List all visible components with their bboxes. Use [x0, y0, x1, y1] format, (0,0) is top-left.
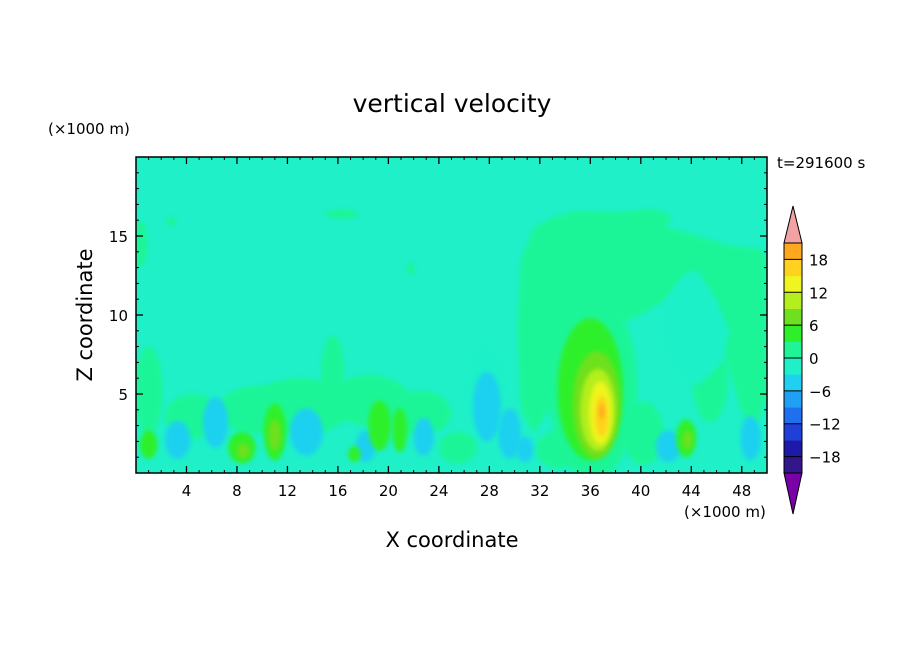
field-contour [368, 400, 391, 451]
field-contour [599, 403, 605, 420]
x-axis-label: X coordinate [385, 528, 518, 552]
x-unit-label: (×1000 m) [684, 503, 766, 521]
field-contour [682, 430, 693, 450]
field-contour [348, 446, 361, 462]
field-contour [139, 430, 158, 459]
colorbar-bin [784, 374, 802, 392]
field-contour [498, 408, 521, 459]
colorbar-tick-label: 18 [809, 251, 828, 269]
colorbar-bin [784, 341, 802, 359]
x-tick-label: 40 [631, 482, 650, 500]
field-contour [517, 209, 767, 434]
field-contour [472, 371, 501, 442]
field-contour [236, 442, 250, 459]
colorbar-bin [784, 259, 802, 277]
field-contour [739, 346, 765, 426]
x-tick-label: 24 [429, 482, 448, 500]
field-contour [165, 420, 191, 459]
colorbar-tick-label: −18 [809, 449, 841, 467]
y-axis-label: Z coordinate [73, 248, 97, 381]
field-contour [136, 346, 163, 436]
field-contour [289, 408, 323, 456]
y-unit-label: (×1000 m) [48, 120, 130, 138]
x-tick-label: 48 [732, 482, 751, 500]
colorbar-bin [784, 275, 802, 293]
field-contour [268, 419, 282, 451]
colorbar-bin [784, 358, 802, 375]
x-tick-label: 4 [182, 482, 192, 500]
x-tick-label: 8 [232, 482, 242, 500]
field-contour [515, 436, 534, 462]
x-tick-label: 12 [278, 482, 297, 500]
colorbar-bin [784, 423, 802, 441]
field-contour [136, 220, 148, 268]
x-tick-label: 28 [480, 482, 499, 500]
time-label: t=291600 s [777, 154, 865, 172]
x-ticks: 4 8 12 16 20 24 28 32 36 40 44 48 [148, 157, 755, 500]
colorbar-tick-label: 12 [809, 284, 828, 302]
velocity-field [136, 157, 767, 473]
colorbar-tick-label: −6 [809, 383, 831, 401]
colorbar-tick-label: 0 [809, 350, 819, 368]
y-ticks: 5 10 15 [109, 172, 767, 458]
colorbar-bin [784, 456, 802, 474]
field-contour [438, 431, 477, 464]
field-contour [325, 209, 359, 219]
field-contour [392, 408, 408, 453]
colorbar-bin [784, 243, 802, 260]
colorbar-bin [784, 325, 802, 342]
y-tick-label: 15 [109, 228, 128, 246]
colorbar-tick-label: 6 [809, 317, 819, 335]
field-contour [655, 430, 682, 462]
field-contour [407, 262, 415, 276]
colorbar-bin [784, 292, 802, 310]
field-contour [166, 217, 177, 227]
colorbar: 18 12 6 0 −6 −12 −18 [783, 205, 841, 515]
x-tick-label: 16 [328, 482, 347, 500]
field-contour [202, 397, 229, 448]
field-contour [740, 416, 761, 461]
x-tick-label: 32 [530, 482, 549, 500]
field-contour [413, 417, 434, 456]
y-tick-label: 5 [118, 386, 128, 404]
field-contour [659, 270, 730, 387]
y-tick-label: 10 [109, 307, 128, 325]
x-tick-label: 44 [682, 482, 701, 500]
colorbar-bin [784, 308, 802, 326]
colorbar-bin [784, 390, 802, 408]
chart-title: vertical velocity [353, 89, 552, 118]
x-tick-label: 20 [379, 482, 398, 500]
colorbar-tick-label: −12 [809, 416, 841, 434]
colorbar-extend-max [783, 205, 803, 244]
colorbar-bin [784, 407, 802, 425]
x-tick-label: 36 [581, 482, 600, 500]
colorbar-extend-min [783, 472, 803, 515]
colorbar-bin [784, 440, 802, 457]
